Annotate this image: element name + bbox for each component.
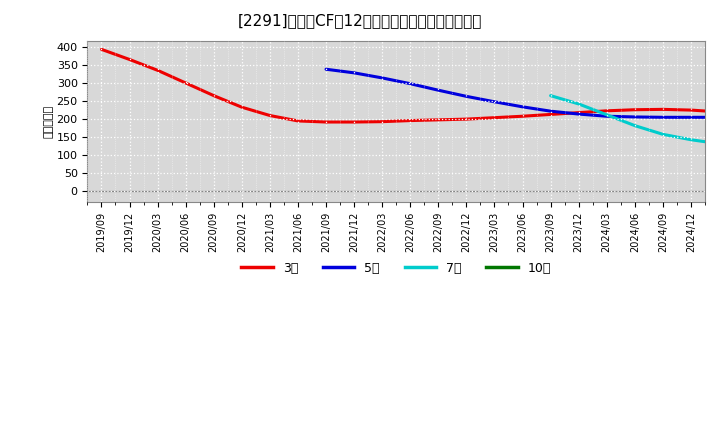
Text: [2291]　営業CFだ12か月移動合計の平均値の推移: [2291] 営業CFだ12か月移動合計の平均値の推移 [238,13,482,28]
Y-axis label: （百万円）: （百万円） [44,105,54,139]
Legend: 3年, 5年, 7年, 10年: 3年, 5年, 7年, 10年 [236,257,556,280]
